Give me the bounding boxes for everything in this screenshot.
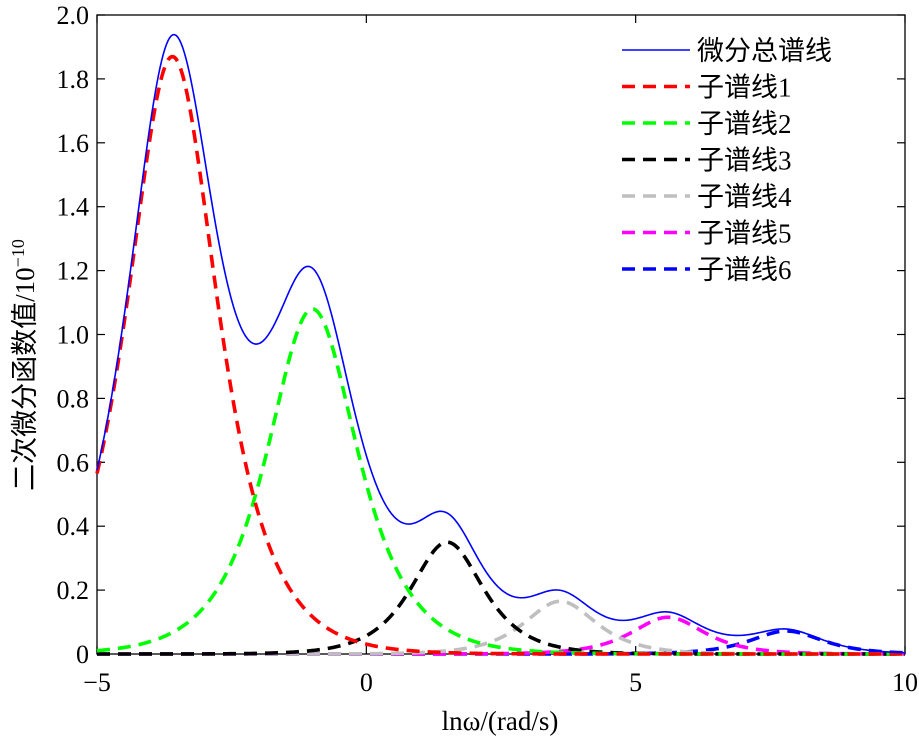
legend-label-4: 子谱线4 xyxy=(697,182,792,212)
x-axis-label: lnω/(rad/s) xyxy=(442,706,559,736)
y-tick-label: 0.6 xyxy=(57,448,90,477)
legend-label-6: 子谱线6 xyxy=(697,255,792,285)
legend-label-1: 子谱线1 xyxy=(697,73,792,103)
legend-label-2: 子谱线2 xyxy=(697,109,792,139)
total-line xyxy=(96,33,906,654)
y-tick-label: 0.2 xyxy=(57,576,90,605)
y-tick-label: 2.0 xyxy=(57,1,90,30)
legend-label-5: 子谱线5 xyxy=(697,219,792,249)
y-axis-label: 二次微分函数值/10 xyxy=(10,267,40,491)
y-tick-label: 0 xyxy=(76,640,89,669)
x-tick-label: 10 xyxy=(892,668,918,697)
legend-label-0: 微分总谱线 xyxy=(697,36,832,66)
y-tick-label: 1.2 xyxy=(57,257,90,286)
svg-text:二次微分函数值/10−10: 二次微分函数值/10−10 xyxy=(8,239,40,491)
sub-line-1 xyxy=(95,54,905,656)
y-tick-label: 1.8 xyxy=(57,65,90,94)
y-tick-label: 1.0 xyxy=(57,321,90,350)
y-axis-label-exponent: −10 xyxy=(8,239,28,267)
sub-line-4 xyxy=(97,599,905,656)
y-tick-label: 1.6 xyxy=(57,129,90,158)
y-tick-label: 1.4 xyxy=(57,193,90,222)
y-tick-label: 0.8 xyxy=(57,384,90,413)
x-tick-label: 5 xyxy=(629,668,642,697)
plot-area: 00.20.40.60.81.01.21.41.61.82.0−5 0 5 10 xyxy=(57,1,919,697)
y-tick-label: 0.4 xyxy=(57,512,90,541)
sub-line-2 xyxy=(96,307,905,656)
y-axis-label-group: 二次微分函数值/10−10 xyxy=(8,239,40,491)
x-tick-label: 0 xyxy=(360,668,373,697)
legend-label-3: 子谱线3 xyxy=(697,146,792,176)
x-tick-label: −5 xyxy=(83,668,111,697)
